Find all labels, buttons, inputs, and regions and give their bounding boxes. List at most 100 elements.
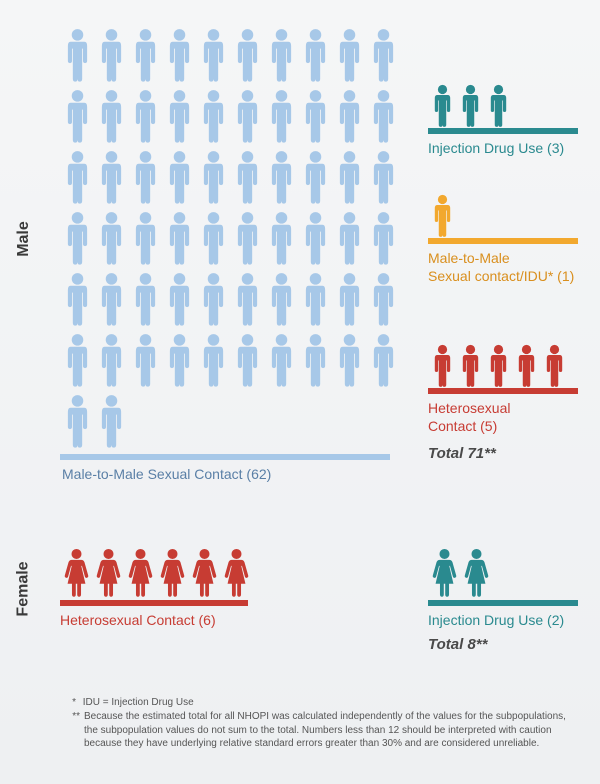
female-idu-bar <box>428 600 578 606</box>
person-male-icon <box>163 333 196 388</box>
male-hetero-icon-grid <box>428 338 596 388</box>
msm-bar <box>60 454 390 460</box>
person-male-icon <box>61 211 94 266</box>
footnote-1-text: IDU = Injection Drug Use <box>83 697 194 708</box>
female-hetero-label: Heterosexual Contact (6) <box>60 612 216 630</box>
person-male-icon <box>333 211 366 266</box>
male-idu-bar <box>428 128 578 134</box>
person-male-icon <box>299 28 332 83</box>
footnote-2: ** Because the estimated total for all N… <box>60 710 570 751</box>
msm-idu-label: Male-to-Male Sexual contact/IDU* (1) <box>428 250 574 285</box>
person-male-icon <box>61 394 94 449</box>
person-male-icon <box>429 84 456 128</box>
person-male-icon <box>231 89 264 144</box>
person-male-icon <box>61 89 94 144</box>
person-male-icon <box>265 211 298 266</box>
person-male-icon <box>95 211 128 266</box>
person-male-icon <box>129 89 162 144</box>
person-male-icon <box>129 28 162 83</box>
person-male-icon <box>95 28 128 83</box>
msm-idu-icon-grid <box>428 188 596 238</box>
female-section-label: Female <box>15 561 33 616</box>
person-male-icon <box>367 89 400 144</box>
msm-idu-label-line2: Sexual contact/IDU* (1) <box>428 268 574 284</box>
person-male-icon <box>429 194 456 238</box>
person-female-icon <box>61 548 92 598</box>
person-male-icon <box>265 272 298 327</box>
person-male-icon <box>61 28 94 83</box>
person-male-icon <box>457 84 484 128</box>
female-total: Total 8** <box>428 636 487 653</box>
person-male-icon <box>163 28 196 83</box>
person-male-icon <box>299 333 332 388</box>
male-total: Total 71** <box>428 445 496 462</box>
male-hetero-label-line1: Heterosexual <box>428 400 511 416</box>
footnote-1-prefix: * <box>60 696 76 710</box>
person-male-icon <box>265 28 298 83</box>
person-female-icon <box>157 548 188 598</box>
person-male-icon <box>333 28 366 83</box>
person-male-icon <box>333 333 366 388</box>
person-female-icon <box>461 548 492 598</box>
person-male-icon <box>231 150 264 205</box>
person-male-icon <box>129 211 162 266</box>
person-male-icon <box>367 150 400 205</box>
female-idu-label: Injection Drug Use (2) <box>428 612 564 630</box>
male-hetero-label: Heterosexual Contact (5) <box>428 400 511 435</box>
person-male-icon <box>265 150 298 205</box>
person-male-icon <box>485 344 512 388</box>
footnote-2-prefix: ** <box>60 710 80 751</box>
person-male-icon <box>333 150 366 205</box>
person-male-icon <box>197 333 230 388</box>
person-male-icon <box>95 394 128 449</box>
female-hetero-icon-grid <box>60 542 252 598</box>
female-idu-icon-grid <box>428 542 600 598</box>
person-female-icon <box>93 548 124 598</box>
male-hetero-bar <box>428 388 578 394</box>
person-male-icon <box>299 272 332 327</box>
person-male-icon <box>197 28 230 83</box>
male-hetero-label-line2: Contact (5) <box>428 418 497 434</box>
footnote-2-text: Because the estimated total for all NHOP… <box>84 710 570 751</box>
person-male-icon <box>95 272 128 327</box>
person-male-icon <box>231 28 264 83</box>
person-female-icon <box>429 548 460 598</box>
male-idu-icon-grid <box>428 78 596 128</box>
msm-label: Male-to-Male Sexual Contact (62) <box>62 466 271 484</box>
person-male-icon <box>163 89 196 144</box>
person-male-icon <box>265 333 298 388</box>
person-female-icon <box>125 548 156 598</box>
person-male-icon <box>197 89 230 144</box>
person-male-icon <box>197 211 230 266</box>
person-male-icon <box>367 211 400 266</box>
person-male-icon <box>541 344 568 388</box>
person-male-icon <box>129 150 162 205</box>
person-male-icon <box>61 150 94 205</box>
person-female-icon <box>221 548 252 598</box>
person-male-icon <box>231 333 264 388</box>
person-male-icon <box>129 333 162 388</box>
person-male-icon <box>367 28 400 83</box>
person-male-icon <box>367 272 400 327</box>
person-male-icon <box>333 89 366 144</box>
person-male-icon <box>129 272 162 327</box>
person-male-icon <box>367 333 400 388</box>
female-hetero-bar <box>60 600 248 606</box>
person-male-icon <box>197 150 230 205</box>
person-male-icon <box>95 150 128 205</box>
person-male-icon <box>299 89 332 144</box>
person-male-icon <box>61 333 94 388</box>
person-female-icon <box>189 548 220 598</box>
person-male-icon <box>61 272 94 327</box>
person-male-icon <box>299 150 332 205</box>
person-male-icon <box>333 272 366 327</box>
msm-icon-grid <box>60 22 400 449</box>
person-male-icon <box>163 211 196 266</box>
male-section-label: Male <box>15 221 33 257</box>
person-male-icon <box>95 333 128 388</box>
person-male-icon <box>513 344 540 388</box>
person-male-icon <box>95 89 128 144</box>
male-idu-label: Injection Drug Use (3) <box>428 140 564 158</box>
person-male-icon <box>457 344 484 388</box>
person-male-icon <box>231 272 264 327</box>
